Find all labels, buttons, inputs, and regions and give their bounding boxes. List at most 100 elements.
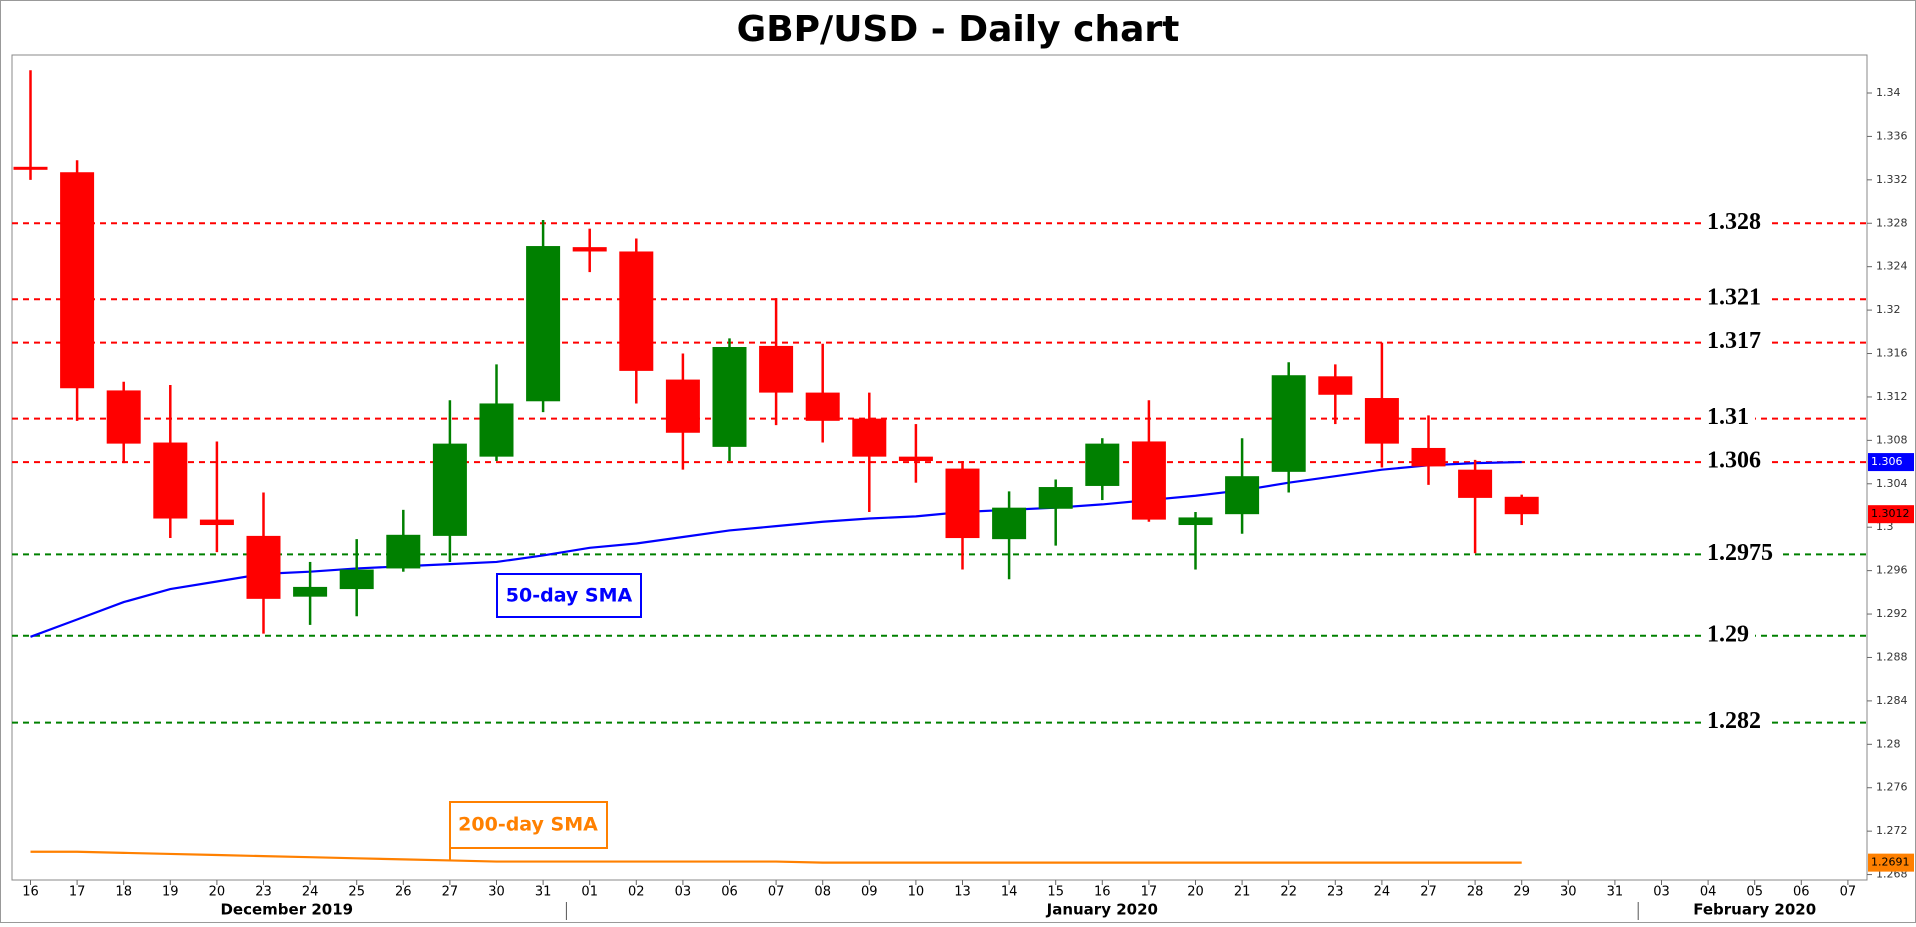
- candle-body: [1178, 517, 1213, 526]
- candle-body: [246, 535, 281, 599]
- y-tick-label: 1.284: [1876, 694, 1908, 707]
- candle-body: [339, 569, 374, 590]
- price-tag: [1868, 853, 1914, 872]
- y-tick-label: 1.336: [1876, 129, 1908, 142]
- y-tick-label: 1.272: [1876, 824, 1908, 837]
- y-tick-label: 1.296: [1876, 564, 1908, 577]
- candle-body: [852, 418, 887, 457]
- x-tick-label: 01: [581, 885, 598, 900]
- y-tick-label: 1.312: [1876, 390, 1908, 403]
- candle-body: [386, 534, 421, 569]
- candle-body: [1318, 376, 1353, 395]
- x-tick-label: 24: [302, 885, 319, 900]
- level-label: 1.282: [1707, 708, 1761, 734]
- price-tag-label: 1.2691: [1871, 856, 1910, 869]
- y-tick-label: 1.276: [1876, 781, 1908, 794]
- candle-body: [60, 172, 95, 389]
- x-tick-label: 18: [115, 885, 132, 900]
- plot-area: [11, 54, 1868, 881]
- candle-body: [898, 456, 933, 461]
- y-tick-label: 1.292: [1876, 607, 1908, 620]
- level-label-bg: [1701, 447, 1767, 474]
- y-tick-label: 1.316: [1876, 347, 1908, 360]
- level-label: 1.317: [1707, 328, 1761, 354]
- y-tick-label: 1.332: [1876, 173, 1908, 186]
- x-tick-label: 14: [1001, 885, 1018, 900]
- level-label-bg: [1701, 404, 1755, 431]
- candle-body: [199, 519, 234, 526]
- level-label: 1.306: [1707, 448, 1761, 474]
- x-tick-label: 17: [69, 885, 86, 900]
- annotation: 50-day SMA: [506, 585, 633, 607]
- candle-body: [945, 468, 980, 539]
- x-tick-label: 30: [1560, 885, 1577, 900]
- y-tick-label: 1.28: [1876, 737, 1901, 750]
- candle-body: [106, 390, 141, 444]
- candle-body: [1038, 487, 1073, 509]
- level-label-bg: [1701, 621, 1755, 648]
- level-label: 1.321: [1707, 285, 1761, 311]
- level-label: 1.328: [1707, 209, 1761, 235]
- x-tick-label: 20: [1187, 885, 1204, 900]
- x-tick-label: 02: [628, 885, 645, 900]
- x-tick-label: 22: [1280, 885, 1297, 900]
- price-tag-label: 1.306: [1871, 455, 1903, 468]
- candle-body: [479, 403, 514, 457]
- x-tick-label: 31: [535, 885, 552, 900]
- candle-body: [805, 392, 840, 421]
- level-label-bg: [1701, 539, 1779, 566]
- x-tick-label: 23: [255, 885, 272, 900]
- level-label: 1.29: [1707, 621, 1749, 647]
- level-label-bg: [1701, 708, 1767, 735]
- x-tick-label: 03: [675, 885, 692, 900]
- x-tick-label: 20: [209, 885, 226, 900]
- x-tick-label: 05: [1746, 885, 1763, 900]
- x-tick-label: 27: [442, 885, 459, 900]
- y-tick-label: 1.308: [1876, 433, 1908, 446]
- candle-body: [712, 347, 747, 447]
- x-tick-label: 09: [861, 885, 878, 900]
- candle-body: [293, 586, 328, 597]
- candle-body: [1225, 476, 1260, 515]
- annotation: 200-day SMA: [458, 814, 598, 836]
- candle-body: [1504, 496, 1539, 515]
- x-tick-label: 06: [1793, 885, 1810, 900]
- candle-body: [1458, 469, 1493, 498]
- chart-title: GBP/USD - Daily chart: [737, 9, 1180, 50]
- month-label: January 2020: [1046, 901, 1158, 919]
- candle-body: [13, 166, 48, 170]
- x-tick-label: 06: [721, 885, 738, 900]
- y-tick-label: 1.324: [1876, 260, 1908, 273]
- level-label-bg: [1701, 208, 1767, 235]
- x-tick-label: 10: [908, 885, 925, 900]
- x-tick-label: 21: [1234, 885, 1251, 900]
- x-tick-label: 24: [1374, 885, 1391, 900]
- x-tick-label: 15: [1047, 885, 1064, 900]
- candle-body: [526, 246, 561, 402]
- y-tick-label: 1.304: [1876, 477, 1908, 490]
- candle-body: [153, 442, 188, 519]
- y-tick-label: 1.328: [1876, 216, 1908, 229]
- y-tick-label: 1.3: [1876, 520, 1894, 533]
- candle-body: [1364, 398, 1399, 444]
- x-tick-label: 31: [1607, 885, 1624, 900]
- month-label: February 2020: [1693, 901, 1816, 919]
- candle-body: [1131, 441, 1166, 520]
- y-tick-label: 1.32: [1876, 303, 1901, 316]
- x-tick-label: 28: [1467, 885, 1484, 900]
- x-tick-label: 03: [1653, 885, 1670, 900]
- y-tick-label: 1.34: [1876, 86, 1901, 99]
- x-tick-label: 04: [1700, 885, 1717, 900]
- candle-body: [1271, 375, 1306, 472]
- price-tag-label: 1.3012: [1871, 507, 1910, 520]
- level-label: 1.31: [1707, 404, 1749, 430]
- sma-line: [30, 850, 1522, 864]
- x-tick-label: 16: [1094, 885, 1111, 900]
- x-tick-label: 08: [814, 885, 831, 900]
- y-tick-label: 1.288: [1876, 650, 1908, 663]
- candle-body: [572, 247, 607, 252]
- price-tag: [1868, 453, 1914, 472]
- price-tag: [1868, 505, 1914, 524]
